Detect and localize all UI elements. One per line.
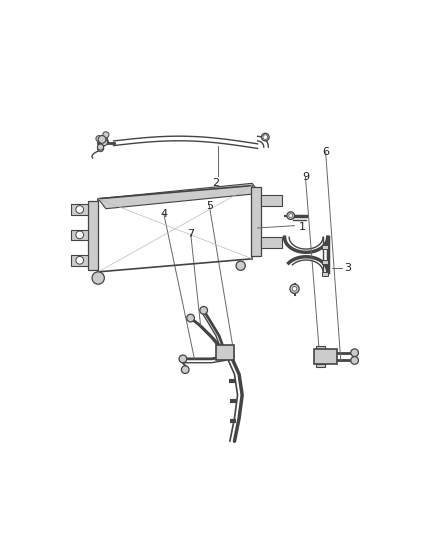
- Circle shape: [76, 256, 84, 264]
- Text: 7: 7: [187, 229, 194, 239]
- Circle shape: [103, 132, 109, 138]
- Circle shape: [97, 144, 103, 150]
- Circle shape: [351, 349, 358, 357]
- Circle shape: [351, 357, 358, 364]
- Bar: [261, 195, 282, 206]
- Circle shape: [287, 212, 294, 220]
- Text: 4: 4: [160, 209, 167, 219]
- Bar: [88, 201, 98, 270]
- Circle shape: [96, 135, 102, 142]
- Bar: [261, 237, 282, 248]
- Bar: [314, 349, 337, 364]
- Circle shape: [92, 272, 104, 284]
- Text: 5: 5: [206, 200, 213, 211]
- Circle shape: [263, 135, 268, 140]
- Text: 2: 2: [212, 178, 219, 188]
- Bar: [322, 272, 328, 276]
- Bar: [71, 230, 88, 240]
- Circle shape: [236, 261, 245, 270]
- Circle shape: [290, 284, 299, 294]
- Bar: [251, 187, 261, 256]
- Text: 1: 1: [298, 222, 305, 232]
- Circle shape: [200, 306, 208, 314]
- Circle shape: [76, 206, 84, 213]
- Circle shape: [292, 287, 297, 291]
- Circle shape: [101, 140, 107, 146]
- Circle shape: [289, 214, 293, 217]
- Circle shape: [181, 366, 189, 374]
- Text: 3: 3: [345, 263, 352, 273]
- Bar: [322, 245, 328, 249]
- Bar: [322, 260, 328, 264]
- Circle shape: [97, 146, 103, 152]
- Bar: [316, 364, 325, 367]
- Text: 9: 9: [302, 172, 309, 182]
- Bar: [71, 255, 88, 265]
- Text: 6: 6: [322, 147, 329, 157]
- Circle shape: [261, 133, 269, 141]
- Circle shape: [179, 355, 187, 363]
- Circle shape: [76, 231, 84, 239]
- Circle shape: [187, 314, 194, 322]
- Polygon shape: [98, 183, 260, 209]
- Bar: [216, 345, 234, 360]
- Circle shape: [98, 135, 106, 143]
- Bar: [316, 346, 325, 349]
- Bar: [71, 204, 88, 215]
